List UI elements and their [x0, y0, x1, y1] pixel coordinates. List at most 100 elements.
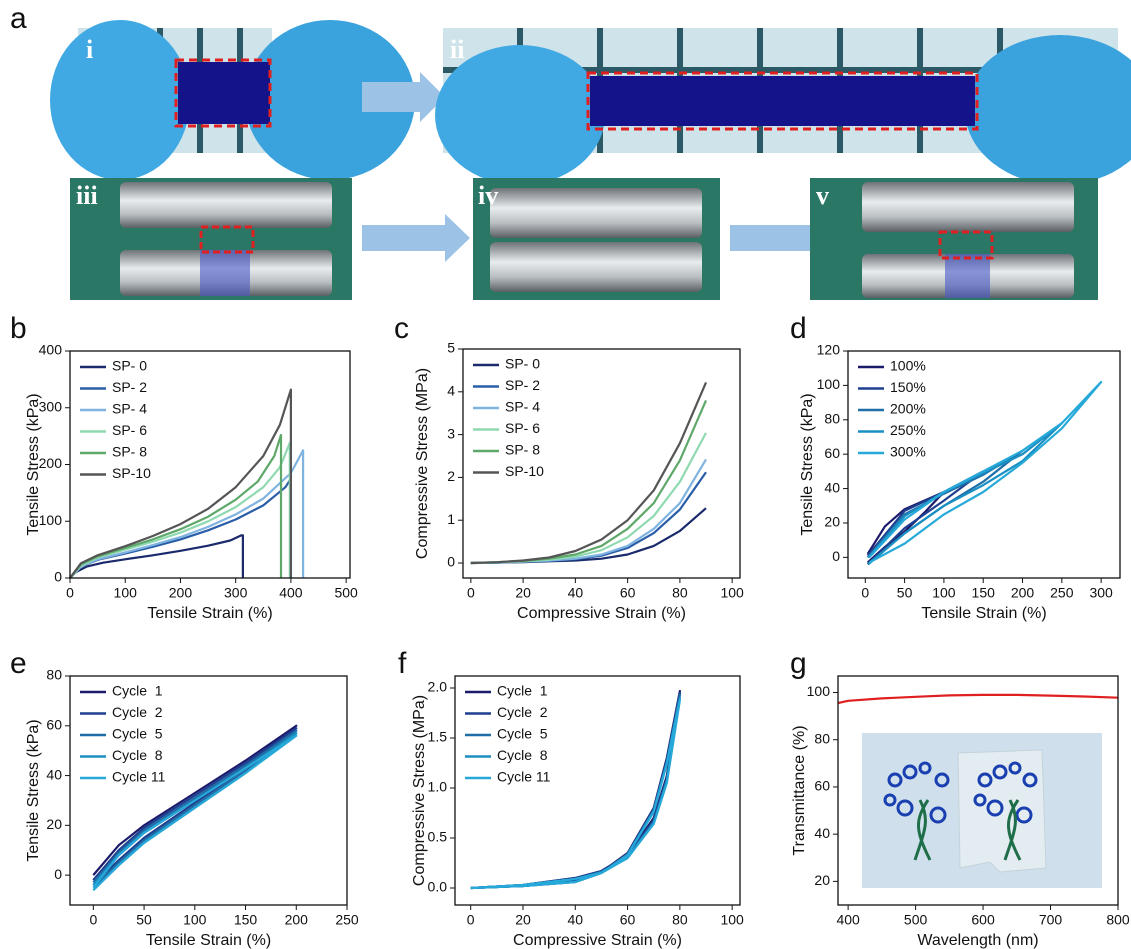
legend-label: 100%	[890, 358, 926, 374]
photo-label: ii	[450, 35, 464, 64]
legend-label: SP-10	[112, 465, 151, 481]
y-tick-label: 20	[814, 872, 830, 888]
panel-label: a	[10, 2, 27, 35]
y-tick-label: 3	[447, 425, 455, 441]
y-axis-label: Compressive Stress (MPa)	[414, 368, 431, 559]
y-tick-label: 100	[39, 512, 63, 528]
plot-frame	[69, 675, 348, 906]
data-line	[837, 693, 1119, 705]
x-axis-label: Tensile Strain (%)	[921, 605, 1046, 622]
inset-photo	[862, 733, 1102, 888]
data-line	[92, 734, 298, 891]
panel-label: d	[790, 312, 807, 345]
x-tick-label: 400	[279, 585, 303, 601]
legend-label: Cycle 5	[497, 726, 548, 742]
y-tick-label: 40	[824, 479, 840, 495]
photo	[473, 178, 720, 300]
data-line	[92, 729, 298, 889]
x-tick-label: 150	[972, 585, 996, 601]
y-tick-label: 1.0	[428, 779, 448, 795]
y-tick-label: 60	[46, 716, 62, 732]
photo-label: i	[86, 35, 93, 64]
y-tick-label: 20	[824, 514, 840, 530]
y-tick-label: 120	[817, 342, 841, 358]
legend-label: Cycle 5	[112, 726, 163, 742]
legend-label: SP- 8	[112, 444, 147, 460]
x-tick-label: 250	[1050, 585, 1074, 601]
photo	[70, 178, 352, 300]
legend-label: SP-10	[505, 463, 544, 479]
x-tick-label: 100	[183, 912, 207, 928]
y-tick-label: 60	[814, 778, 830, 794]
x-tick-label: 0	[467, 585, 475, 601]
x-tick-label: 400	[836, 912, 860, 928]
y-tick-label: 2.0	[428, 679, 448, 695]
y-tick-label: 20	[46, 816, 62, 832]
photo-label: v	[816, 181, 829, 210]
data-line	[92, 727, 298, 886]
y-tick-label: 200	[39, 455, 63, 471]
y-tick-label: 80	[814, 730, 830, 746]
y-axis-label: Tensile Stress (kPa)	[799, 393, 816, 535]
y-tick-label: 1	[447, 511, 455, 527]
arrow	[362, 214, 470, 262]
arrow	[362, 72, 445, 122]
x-tick-label: 700	[1039, 912, 1063, 928]
legend-label: SP- 6	[505, 420, 540, 436]
legend-label: SP- 4	[505, 399, 540, 415]
photo	[810, 178, 1098, 300]
panel-label: f	[398, 647, 407, 680]
y-tick-label: 0	[54, 569, 62, 585]
x-tick-label: 200	[285, 912, 309, 928]
x-tick-label: 150	[234, 912, 258, 928]
x-tick-label: 300	[1089, 585, 1113, 601]
data-line	[470, 691, 681, 890]
y-tick-label: 300	[39, 398, 63, 414]
x-tick-label: 500	[334, 585, 358, 601]
y-axis-label: Compressive Stress (MPa)	[411, 695, 428, 886]
x-axis-label: Tensile Strain (%)	[147, 605, 272, 622]
x-tick-label: 200	[169, 585, 193, 601]
legend-label: Cycle 1	[497, 683, 548, 699]
data-line	[470, 693, 681, 890]
legend-label: 150%	[890, 379, 926, 395]
legend-label: SP- 8	[505, 442, 540, 458]
data-line	[470, 698, 681, 890]
legend-label: SP- 0	[112, 358, 147, 374]
x-tick-label: 500	[904, 912, 928, 928]
data-line	[868, 380, 1103, 564]
panel-label: b	[10, 312, 27, 345]
y-tick-label: 4	[447, 383, 455, 399]
y-tick-label: 80	[824, 410, 840, 426]
data-line	[69, 449, 305, 579]
panel-label: g	[790, 647, 807, 680]
x-tick-label: 50	[897, 585, 913, 601]
x-tick-label: 80	[672, 912, 688, 928]
legend-label: 200%	[890, 401, 926, 417]
y-axis-label: Tensile Stress (kPa)	[25, 393, 42, 535]
x-tick-label: 80	[672, 585, 688, 601]
legend-label: Cycle 2	[112, 704, 163, 720]
x-tick-label: 60	[620, 912, 636, 928]
legend-label: 300%	[890, 444, 926, 460]
legend-label: Cycle 1	[112, 683, 163, 699]
legend-label: 250%	[890, 422, 926, 438]
y-tick-label: 400	[39, 342, 63, 358]
y-tick-label: 0.0	[428, 879, 448, 895]
data-line	[69, 388, 292, 579]
y-tick-label: 100	[807, 683, 831, 699]
legend-label: Cycle 8	[112, 747, 163, 763]
legend-label: Cycle 11	[112, 769, 166, 785]
x-tick-label: 250	[335, 912, 359, 928]
x-tick-label: 300	[224, 585, 248, 601]
legend-label: Cycle 11	[497, 769, 551, 785]
photo	[435, 28, 1131, 185]
data-line	[470, 689, 681, 890]
x-tick-label: 60	[620, 585, 636, 601]
y-axis-label: Transmittance (%)	[791, 725, 808, 855]
plot-frame	[454, 675, 741, 906]
x-axis-label: Compressive Strain (%)	[513, 932, 682, 949]
x-tick-label: 800	[1106, 912, 1130, 928]
x-tick-label: 20	[515, 912, 531, 928]
y-axis-label: Tensile Stress (kPa)	[25, 719, 42, 861]
